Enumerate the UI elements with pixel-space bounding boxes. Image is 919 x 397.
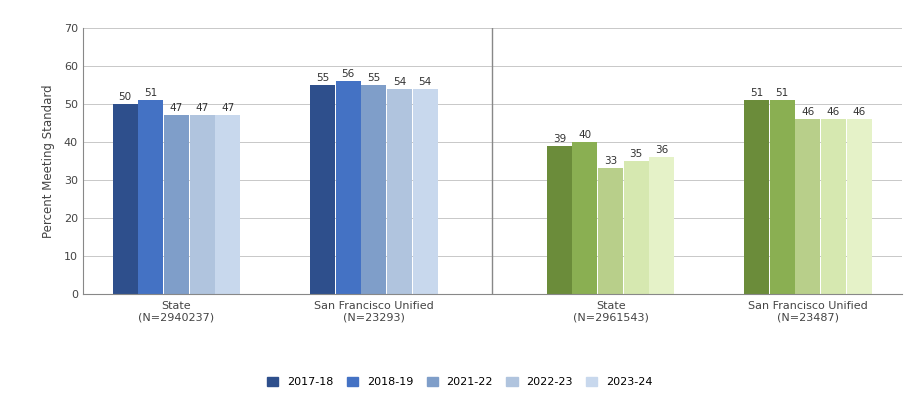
Text: 51: 51 xyxy=(775,88,788,98)
Text: 33: 33 xyxy=(603,156,617,166)
Text: 36: 36 xyxy=(654,145,668,155)
Text: 56: 56 xyxy=(341,69,355,79)
Text: 55: 55 xyxy=(315,73,329,83)
Bar xyxy=(597,168,622,294)
Text: 39: 39 xyxy=(552,134,565,144)
Text: 47: 47 xyxy=(196,103,209,113)
Y-axis label: Percent Meeting Standard: Percent Meeting Standard xyxy=(42,84,55,237)
Bar xyxy=(769,100,794,294)
Text: 54: 54 xyxy=(392,77,405,87)
Bar xyxy=(546,146,571,294)
Bar xyxy=(820,119,845,294)
Text: 46: 46 xyxy=(826,107,839,117)
Text: 50: 50 xyxy=(119,92,131,102)
Text: 40: 40 xyxy=(578,130,591,140)
Text: 51: 51 xyxy=(144,88,157,98)
Bar xyxy=(845,119,870,294)
Bar xyxy=(113,104,138,294)
Bar xyxy=(623,161,648,294)
Bar xyxy=(164,115,188,294)
Bar xyxy=(795,119,820,294)
Bar xyxy=(413,89,437,294)
Text: 51: 51 xyxy=(749,88,763,98)
Bar xyxy=(743,100,768,294)
Text: 54: 54 xyxy=(418,77,431,87)
Bar xyxy=(335,81,360,294)
Bar xyxy=(138,100,164,294)
Text: 46: 46 xyxy=(800,107,813,117)
Bar xyxy=(310,85,335,294)
Bar xyxy=(189,115,214,294)
Text: 47: 47 xyxy=(170,103,183,113)
Text: 47: 47 xyxy=(221,103,234,113)
Legend: 2017-18, 2018-19, 2021-22, 2022-23, 2023-24: 2017-18, 2018-19, 2021-22, 2022-23, 2023… xyxy=(263,372,656,391)
Bar xyxy=(215,115,240,294)
Text: 46: 46 xyxy=(852,107,865,117)
Bar xyxy=(572,142,596,294)
Bar xyxy=(387,89,412,294)
Text: 35: 35 xyxy=(629,149,642,159)
Text: 55: 55 xyxy=(367,73,380,83)
Bar xyxy=(361,85,386,294)
Bar xyxy=(649,157,674,294)
